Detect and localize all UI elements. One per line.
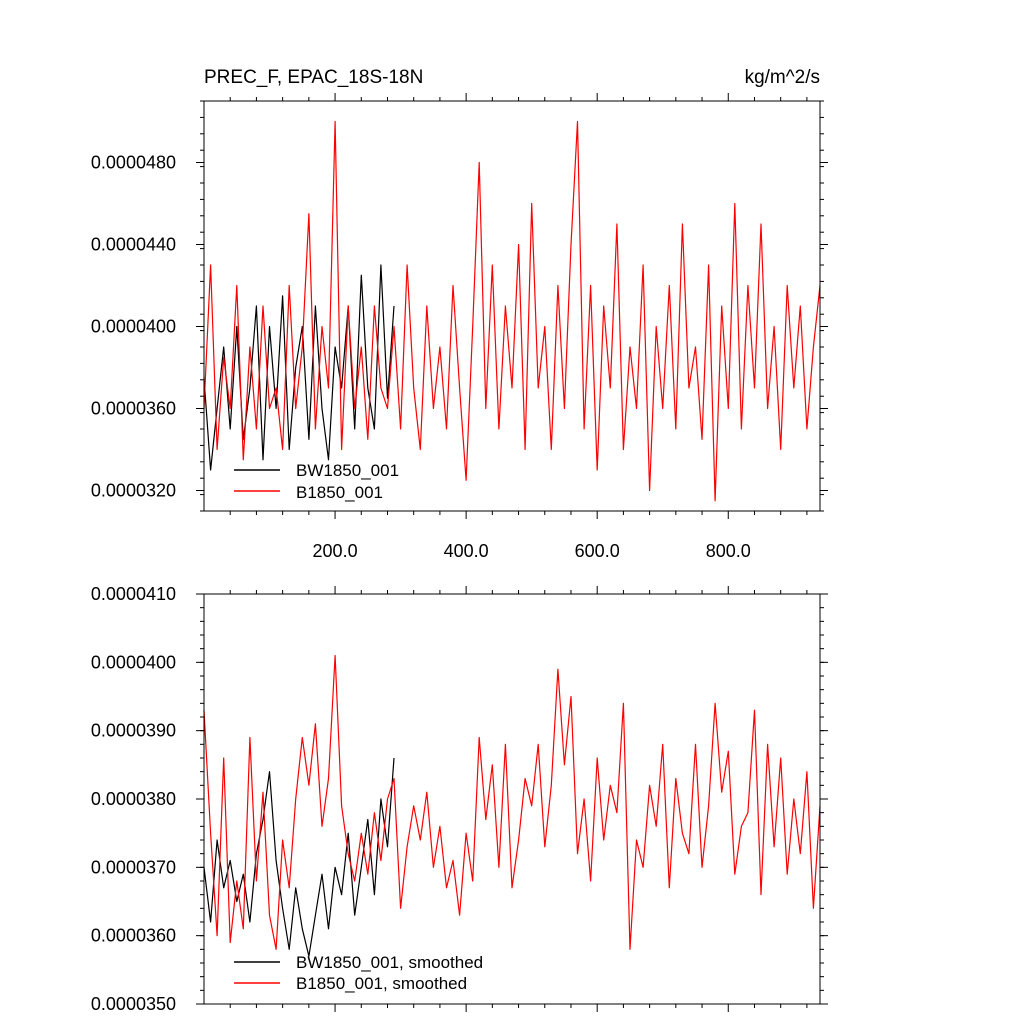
top-title: PREC_F, EPAC_18S-18N: [204, 67, 423, 88]
top-ytick-label: 0.0000360: [91, 399, 176, 419]
top-legend-label-bw: BW1850_001: [296, 461, 399, 480]
bottom-series-lines: [203, 654, 821, 957]
top-plot-frame: [203, 100, 821, 512]
bottom-ytick-label: 0.0000360: [91, 926, 176, 946]
bottom-ytick-label: 0.0000390: [91, 721, 176, 741]
top-xtick-label: 400.0: [444, 541, 489, 561]
bottom-series-line-1: [203, 654, 821, 950]
bottom-ytick-label: 0.0000400: [91, 652, 176, 672]
top-axis-ticks: 0.0000320 0.0000360 0.0000400 0.0000440 0.00…: [91, 93, 828, 561]
bottom-legend-label-b: B1850_001, smoothed: [296, 974, 467, 993]
top-series-line-0: [203, 264, 395, 471]
top-panel: PREC_F, EPAC_18S-18N kg/m^2/s 0.00003200…: [91, 67, 828, 561]
bottom-legend-label-bw: BW1850_001, smoothed: [296, 953, 483, 972]
bottom-ytick-label: 0.0000410: [91, 584, 176, 604]
bottom-axis-ticks: 0.0000350 0.0000360 0.0000370 0.0000380 0.00…: [91, 584, 828, 1014]
bottom-ytick-label: 0.0000350: [91, 994, 176, 1014]
top-legend-label-b: B1850_001: [296, 483, 383, 502]
bottom-panel: 0.0000350 0.0000360 0.0000370 0.0000380 0.00…: [91, 584, 828, 1014]
top-series-line-1: [203, 120, 821, 502]
top-xtick-label: 200.0: [313, 541, 358, 561]
top-series-lines: [203, 120, 821, 502]
bottom-plot-frame: [203, 593, 821, 1005]
bottom-legend: BW1850_001, smoothed B1850_001, smoothed: [234, 953, 483, 993]
top-units-label: kg/m^2/s: [745, 67, 820, 88]
bottom-ytick-label: 0.0000370: [91, 857, 176, 877]
bottom-ytick-label: 0.0000380: [91, 789, 176, 809]
top-legend: BW1850_001 B1850_001: [234, 461, 399, 502]
top-ytick-label: 0.0000440: [91, 235, 176, 255]
top-ytick-label: 0.0000480: [91, 153, 176, 173]
top-xtick-label: 800.0: [706, 541, 751, 561]
top-ytick-label: 0.0000400: [91, 317, 176, 337]
top-ytick-label: 0.0000320: [91, 481, 176, 501]
top-xtick-label: 600.0: [575, 541, 620, 561]
